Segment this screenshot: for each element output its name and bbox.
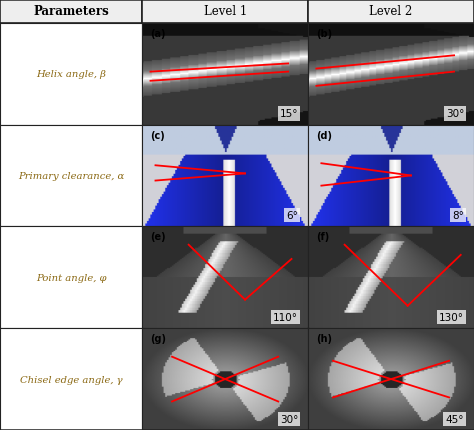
Text: Primary clearance, α: Primary clearance, α [18, 172, 124, 181]
Text: (f): (f) [316, 232, 329, 242]
Text: (b): (b) [316, 29, 333, 39]
Text: 110°: 110° [273, 312, 298, 322]
Text: (a): (a) [150, 29, 166, 39]
Text: 45°: 45° [446, 414, 464, 424]
Text: (d): (d) [316, 130, 332, 140]
Text: (c): (c) [150, 130, 165, 140]
Text: Chisel edge angle, γ: Chisel edge angle, γ [20, 375, 122, 384]
Text: Parameters: Parameters [33, 5, 109, 18]
Text: 30°: 30° [280, 414, 298, 424]
Text: (g): (g) [150, 334, 166, 344]
Text: Helix angle, β: Helix angle, β [36, 70, 106, 79]
Text: (h): (h) [316, 334, 332, 344]
Text: Point angle, φ: Point angle, φ [36, 273, 106, 282]
Text: 8°: 8° [452, 211, 464, 221]
Text: Level 1: Level 1 [203, 5, 247, 18]
Text: Level 2: Level 2 [369, 5, 413, 18]
Text: (e): (e) [150, 232, 166, 242]
Text: 6°: 6° [286, 211, 298, 221]
Text: 130°: 130° [439, 312, 464, 322]
Text: 30°: 30° [446, 109, 464, 119]
Text: 15°: 15° [280, 109, 298, 119]
